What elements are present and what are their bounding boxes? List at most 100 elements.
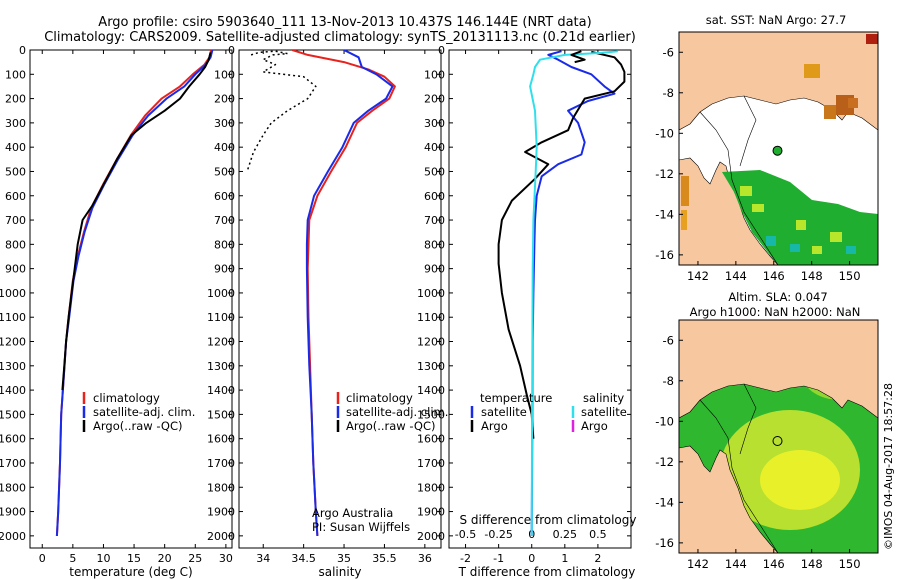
series-line-argo-raw-qc- [61, 52, 212, 391]
x-tick-label: 0 [39, 552, 46, 565]
y-tick-label: 1400 [207, 384, 235, 397]
y-tick-label: 400 [214, 141, 235, 154]
y-tick-label: 1800 [0, 481, 26, 494]
legend-label-t-satellite: satellite [481, 405, 527, 419]
y-tick-label: 1900 [417, 506, 445, 519]
salinity-y-ticks: 0 100 200 300 400 500 600 700 800 900 1000 1100 1200… [207, 44, 441, 543]
y-tick-label: 1400 [0, 384, 26, 397]
map-x-tick-label: 146 [763, 557, 785, 571]
map-y-tick-label: -14 [655, 495, 674, 509]
y-tick-label: 500 [424, 165, 445, 178]
pi-label: PI: Susan Wijffels [312, 520, 410, 534]
salinity-legend: climatology satellite-adj. clim. Argo(..… [336, 391, 448, 433]
y-tick-label: 0 [228, 44, 235, 57]
temperature-x-ticks: 0 5 10 15 20 25 30 [39, 50, 233, 565]
x-tick-label: 20 [158, 552, 172, 565]
difference-x-ticks: -2 -1 0 1 2-0.5 -0.25 0 0.25 0.5 [455, 50, 607, 565]
difference-panel: 0100200300400500600700800900100011001200… [417, 44, 636, 579]
map-y-tick-label: -16 [655, 248, 674, 262]
y-tick-label: 1200 [0, 336, 26, 349]
x-tick-label: 0 [528, 552, 535, 565]
map-y-tick-label: -6 [663, 45, 674, 59]
y-tick-label: 1100 [417, 311, 445, 324]
y-tick-label: 1300 [417, 360, 445, 373]
temperature-series [55, 50, 214, 536]
map-x-tick-label: 150 [839, 269, 861, 283]
y-tick-label: 600 [214, 190, 235, 203]
x-tick-label: 1 [561, 552, 568, 565]
sla-map-y-ticks: -6 -8 -10 -12 -14 -16 [655, 333, 683, 550]
y-tick-label: 100 [424, 68, 445, 81]
map-x-tick-label: 144 [725, 269, 747, 283]
map-x-tick-label: 142 [687, 557, 709, 571]
map-x-tick-label: 144 [725, 557, 747, 571]
y-tick-label: 800 [5, 238, 26, 251]
map-x-tick-label: 148 [801, 557, 823, 571]
y-tick-label: 2000 [417, 530, 445, 543]
x-tick-label: 25 [188, 552, 202, 565]
x-tick2-label: -0.25 [484, 528, 512, 541]
difference-series [497, 50, 626, 536]
map-y-tick-label: -14 [655, 207, 674, 221]
salinity-panel: 0100200300400500600700800900100011001200… [207, 44, 448, 579]
sst-map-x-ticks: 142 144 146 148 150 [687, 261, 861, 283]
legend-label-climatology: climatology [93, 391, 160, 405]
difference-y-ticks: 0 100 200 300 400 500 600 700 800 900 1000 1100 1200… [417, 44, 631, 543]
y-tick-label: 1000 [417, 287, 445, 300]
sla-map-x-ticks: 142 144 146 148 150 [687, 549, 861, 571]
y-tick-label: 1400 [417, 384, 445, 397]
map-y-tick-label: -12 [655, 167, 674, 181]
temperature-panel: 0100200300400500600700800900100011001200… [0, 44, 233, 579]
legend-label-salinity: salinity [583, 391, 624, 405]
sst-map-y-ticks: -6 -8 -10 -12 -14 -16 [655, 45, 683, 262]
legend-label-t-argo: Argo [481, 419, 508, 433]
legend-label-s-argo: Argo [581, 419, 608, 433]
y-tick-label: 300 [5, 117, 26, 130]
y-tick-label: 900 [424, 263, 445, 276]
y-tick-label: 1000 [207, 287, 235, 300]
map-y-tick-label: -6 [663, 333, 674, 347]
y-tick-label: 100 [5, 68, 26, 81]
y-tick-label: 200 [214, 93, 235, 106]
y-tick-label: 1800 [207, 481, 235, 494]
map-y-tick-label: -10 [655, 414, 674, 428]
y-tick-label: 2000 [0, 530, 26, 543]
y-tick-label: 700 [214, 214, 235, 227]
y-tick-label: 700 [424, 214, 445, 227]
y-tick-label: 1800 [417, 481, 445, 494]
legend-label-argo: Argo(..raw -QC) [346, 419, 436, 433]
map-x-tick-label: 146 [763, 269, 785, 283]
y-tick-label: 1600 [417, 433, 445, 446]
salinity-xlabel: salinity [318, 565, 361, 579]
temperature-legend: climatology satellite-adj. clim. Argo(..… [82, 391, 195, 433]
y-tick-label: 600 [424, 190, 445, 203]
sst-warm-patches [740, 186, 842, 254]
y-tick-label: 400 [424, 141, 445, 154]
sst-map-panel: sat. SST: NaN Argo: 27.7 142 144 146 148 150… [655, 13, 879, 283]
y-tick-label: 200 [5, 93, 26, 106]
x-tick-label: 34.5 [291, 552, 316, 565]
y-tick-label: 500 [214, 165, 235, 178]
y-tick-label: 700 [5, 214, 26, 227]
y-tick-label: 1100 [0, 311, 26, 324]
y-tick-label: 200 [424, 93, 445, 106]
map-y-tick-label: -8 [663, 374, 674, 388]
difference-xlabel-T: T difference from climatology [458, 565, 636, 579]
y-tick-label: 1600 [0, 433, 26, 446]
series-line-satellite-adj-clim- [305, 50, 394, 536]
sst-pixels [681, 34, 878, 230]
y-tick-label: 1500 [417, 408, 445, 421]
y-tick-label: 0 [438, 44, 445, 57]
timestamp: ©IMOS 04-Aug-2017 18:57:28 [882, 383, 895, 550]
x-tick2-label: 0.5 [589, 528, 607, 541]
legend-label-satellite: satellite-adj. clim. [93, 405, 195, 419]
x-tick-label: -2 [460, 552, 471, 565]
y-tick-label: 1100 [207, 311, 235, 324]
salinity-x-ticks: 34 34.5 35 35.5 36 [256, 50, 432, 565]
map-y-tick-label: -8 [663, 86, 674, 100]
x-tick-label: 34 [256, 552, 270, 565]
x-tick2-label: 0.25 [553, 528, 578, 541]
x-tick-label: 5 [69, 552, 76, 565]
header-line1: Argo profile: csiro 5903640_111 13-Nov-2… [98, 15, 591, 30]
